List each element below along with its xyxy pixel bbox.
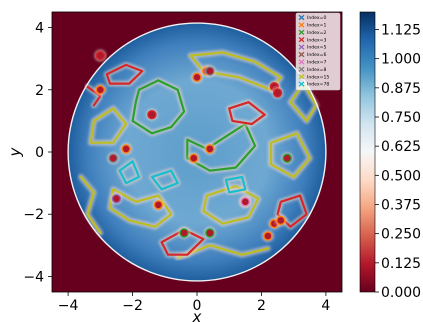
legend-entry: Index=3 bbox=[298, 37, 326, 43]
y-axis: −4 −2 0 2 4 bbox=[23, 21, 52, 285]
legend-marker bbox=[298, 66, 305, 72]
legend-marker bbox=[298, 44, 305, 50]
x-axis-label: x bbox=[192, 308, 202, 322]
spot-15 bbox=[145, 108, 158, 121]
colorbar-tick-label: 1.000 bbox=[381, 52, 421, 68]
colorbar-tick-label: 0.125 bbox=[381, 256, 421, 272]
y-tick-label: −2 bbox=[23, 207, 44, 223]
legend-label: Index=6 bbox=[307, 52, 326, 58]
colorbar-tick-label: 1.125 bbox=[381, 23, 421, 39]
legend-label: Index=8 bbox=[307, 67, 326, 73]
legend-marker bbox=[298, 51, 305, 58]
y-tick-label: 2 bbox=[35, 83, 44, 99]
contour-15-2 bbox=[87, 105, 130, 146]
legend-marker bbox=[298, 22, 305, 28]
legend-marker bbox=[298, 74, 305, 80]
x-tick-label: −4 bbox=[58, 298, 79, 314]
colorbar-gradient bbox=[359, 11, 376, 293]
x-tick-label: 2 bbox=[257, 298, 266, 314]
legend-label: Index=2 bbox=[307, 30, 326, 36]
contour-15-4 bbox=[107, 186, 175, 230]
spot-layer bbox=[94, 49, 294, 242]
spot-21 bbox=[110, 192, 123, 205]
legend-label: Index=78 bbox=[307, 82, 329, 88]
y-tick-label: 0 bbox=[35, 145, 44, 161]
legend-entry: Index=5 bbox=[298, 44, 326, 51]
colorbar: 0.000 0.125 0.250 0.375 0.500 0.625 0.750 0.875… bbox=[359, 11, 421, 301]
contour-3-11 bbox=[226, 99, 268, 127]
spot-18 bbox=[203, 65, 216, 78]
spot-8 bbox=[274, 214, 287, 227]
legend-marker bbox=[298, 81, 305, 87]
spot-10 bbox=[94, 83, 107, 96]
legend-entry: Index=78 bbox=[298, 81, 329, 88]
spot-13 bbox=[281, 152, 294, 165]
legend-label: Index=7 bbox=[307, 60, 326, 66]
contour-78-16 bbox=[223, 173, 249, 196]
colorbar-tick-label: 0.625 bbox=[381, 139, 421, 155]
x-axis: −4 −2 0 2 4 bbox=[58, 292, 330, 314]
x-tick-label: 4 bbox=[321, 298, 330, 314]
contour-15-7 bbox=[78, 173, 104, 236]
colorbar-tick-label: 0.000 bbox=[381, 285, 421, 301]
colorbar-tick-label: 0.750 bbox=[381, 110, 421, 126]
spot-11 bbox=[203, 226, 216, 239]
spot-14 bbox=[94, 49, 107, 62]
contour-2-0 bbox=[129, 77, 188, 137]
spot-5 bbox=[152, 198, 165, 211]
spot-19 bbox=[107, 152, 120, 165]
colorbar-tick-label: 0.875 bbox=[381, 81, 421, 97]
colorbar-tick-label: 0.375 bbox=[381, 198, 421, 214]
x-tick-label: 0 bbox=[193, 298, 202, 314]
legend-entry: Index=1 bbox=[298, 22, 326, 29]
spot-17 bbox=[271, 86, 284, 99]
legend-marker bbox=[298, 14, 305, 21]
contour-15-5 bbox=[200, 183, 262, 227]
spot-4 bbox=[203, 142, 216, 155]
contour-78-15 bbox=[148, 167, 181, 193]
spot-3 bbox=[187, 152, 200, 165]
spot-20 bbox=[239, 195, 252, 208]
legend-label: Index=5 bbox=[307, 45, 326, 51]
spot-0 bbox=[191, 71, 203, 84]
contour-78-17 bbox=[116, 158, 142, 187]
contour-3-14 bbox=[84, 83, 104, 109]
legend-entry: Index=8 bbox=[298, 66, 326, 73]
legend-marker bbox=[298, 29, 305, 35]
legend-label: Index=3 bbox=[307, 37, 326, 43]
x-tick-label: −2 bbox=[122, 298, 143, 314]
legend-label: Index=0 bbox=[307, 15, 326, 21]
legend-entry: Index=6 bbox=[298, 51, 326, 58]
legend-entry: Index=2 bbox=[298, 29, 326, 36]
contour-3-13 bbox=[274, 192, 310, 230]
legend-marker bbox=[298, 37, 305, 43]
spot-12 bbox=[178, 226, 191, 239]
legend-box bbox=[295, 12, 341, 91]
legend-entry: Index=15 bbox=[298, 74, 329, 80]
colorbar-tick-label: 0.500 bbox=[381, 168, 421, 184]
legend-marker bbox=[298, 59, 305, 65]
spot-7 bbox=[261, 230, 274, 242]
domain-boundary bbox=[67, 22, 327, 282]
colorbar-tick-label: 0.250 bbox=[381, 227, 421, 243]
contour-15-6 bbox=[268, 130, 313, 180]
legend-label: Index=15 bbox=[307, 74, 329, 80]
legend-label: Index=1 bbox=[307, 23, 326, 29]
y-tick-label: −4 bbox=[23, 269, 44, 285]
legend-entry: Index=7 bbox=[298, 59, 326, 66]
spot-2 bbox=[120, 142, 133, 155]
y-tick-label: 4 bbox=[35, 21, 44, 37]
contour-3-10 bbox=[103, 61, 146, 87]
y-axis-label: y bbox=[6, 146, 24, 157]
colorbar-ticks: 0.000 0.125 0.250 0.375 0.500 0.625 0.750 0.875… bbox=[375, 23, 421, 301]
plot-area bbox=[51, 11, 343, 293]
legend: Index=0Index=1Index=2Index=3Index=5Index… bbox=[295, 12, 341, 91]
legend-entry: Index=0 bbox=[298, 14, 326, 21]
